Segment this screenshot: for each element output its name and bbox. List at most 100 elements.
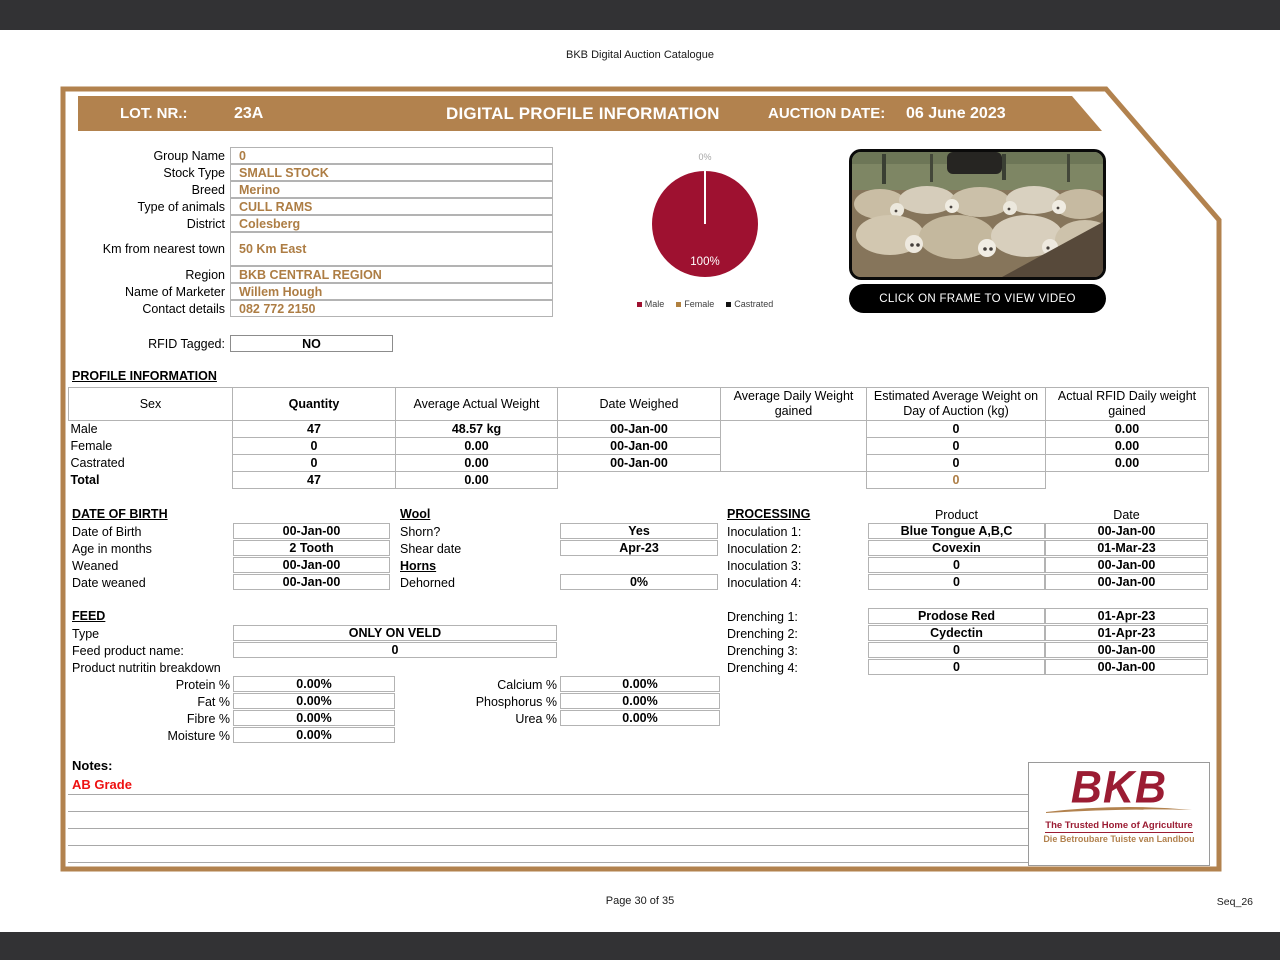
header-sex: Sex — [68, 387, 233, 421]
bkb-logo-text: BKB — [1070, 762, 1168, 814]
nutrient-field: 0.00% — [560, 710, 720, 726]
cell-avg-weight: 0.00 — [395, 437, 558, 455]
drenching-label: Drenching 1: — [727, 610, 798, 624]
nutrient-label: Fat % — [197, 695, 230, 709]
cell-sex: Castrated — [70, 455, 125, 470]
dob-value: 00-Jan-00 — [282, 558, 341, 572]
notes-line — [68, 862, 1208, 863]
lot-number-value: 23A — [234, 105, 264, 122]
inoculation-product: Covexin — [932, 541, 981, 555]
rfid-value: NO — [302, 336, 321, 351]
drenching-date: 01-Apr-23 — [1097, 626, 1156, 640]
drenching-date-field: 01-Apr-23 — [1045, 608, 1208, 624]
nutrient-field: 0.00% — [233, 693, 395, 709]
cell-sex: Total — [70, 472, 100, 487]
inoculation-label: Inoculation 1: — [727, 525, 802, 539]
feed-type-value: ONLY ON VELD — [348, 626, 442, 640]
cell-sex: Male — [70, 421, 98, 436]
cell-rfid-gain: 0.00 — [1045, 454, 1209, 472]
form-row-district: District Colesberg — [72, 215, 558, 232]
notes-line — [68, 811, 1208, 812]
inoculation-date-field: 00-Jan-00 — [1045, 574, 1208, 590]
pie-label-zero: 0% — [698, 152, 711, 162]
cell-daily-gain — [720, 437, 867, 455]
rfid-value-field: NO — [230, 335, 393, 352]
cell-quantity: 47 — [232, 471, 396, 489]
nutrient-label: Phosphorus % — [475, 695, 557, 709]
dob-label: Age in months — [72, 542, 152, 556]
male-swatch-icon — [636, 301, 642, 307]
inoculation-date: 00-Jan-00 — [1097, 524, 1156, 538]
dob-value-field: 2 Tooth — [233, 540, 390, 556]
cell-sex: Female — [70, 438, 113, 453]
cell-est-weight: 0 — [866, 420, 1046, 438]
field-label: District — [186, 216, 225, 231]
view-video-button[interactable]: CLICK ON FRAME TO VIEW VIDEO — [849, 284, 1106, 313]
table-row-total: Total 47 0.00 0 — [69, 471, 1209, 489]
table-header-row: Sex Quantity Average Actual Weight Date … — [68, 387, 1209, 421]
drenching-label: Drenching 2: — [727, 627, 798, 641]
inoculation-product-field: 0 — [868, 574, 1045, 590]
cell-date-weighed — [558, 472, 721, 489]
drenching-product: 0 — [953, 643, 960, 657]
nutrient-value: 0.00% — [296, 694, 332, 708]
auction-date-value: 06 June 2023 — [906, 105, 1006, 122]
shear-date-value: Apr-23 — [619, 541, 659, 555]
top-letterbox-bar — [0, 0, 1280, 30]
document-title: BKB Digital Auction Catalogue — [566, 49, 714, 61]
form-row-km-from-town: Km from nearest town 50 Km East — [72, 232, 558, 266]
legend-label: Female — [684, 299, 715, 309]
drenching-date: 00-Jan-00 — [1097, 660, 1156, 674]
inoculation-label: Inoculation 4: — [727, 576, 802, 590]
nutrient-value: 0.00% — [622, 694, 658, 708]
header-rfid-gain: Actual RFID Daily weight gained — [1045, 387, 1209, 421]
field-value: SMALL STOCK — [239, 165, 329, 180]
processing-title: PROCESSING — [727, 507, 811, 521]
lot-header-band: LOT. NR.: 23A DIGITAL PROFILE INFORMATIO… — [78, 96, 1102, 131]
field-label: Km from nearest town — [102, 242, 225, 256]
legend-label: Castrated — [734, 299, 774, 309]
nutrient-field: 0.00% — [560, 693, 720, 709]
contact-details-field: 082 772 2150 — [230, 300, 553, 317]
cell-avg-weight: 48.57 kg — [395, 420, 558, 438]
logo-tagline-af: Die Betroubare Tuiste van Landbou — [1043, 834, 1195, 844]
cell-date-weighed: 00-Jan-00 — [557, 437, 721, 455]
cell-est-weight: 0 — [866, 454, 1046, 472]
lot-number-label: LOT. NR.: — [120, 105, 188, 122]
inoculation-product: 0 — [953, 575, 960, 589]
lot-photo[interactable] — [849, 149, 1106, 280]
notes-value: AB Grade — [72, 777, 132, 792]
nutrient-field: 0.00% — [233, 710, 395, 726]
drenching-date-field: 00-Jan-00 — [1045, 659, 1208, 675]
dob-label: Date weaned — [72, 576, 146, 590]
lot-details-form: Group Name 0 Stock Type SMALL STOCK Bree… — [72, 147, 558, 317]
nutrient-value: 0.00% — [296, 677, 332, 691]
dehorned-value: 0% — [629, 575, 649, 589]
date-header: Date — [1113, 508, 1140, 522]
shear-date-field: Apr-23 — [560, 540, 718, 556]
page-frame-border — [60, 86, 1222, 872]
table-row-male: Male 47 48.57 kg 00-Jan-00 0 0.00 — [69, 420, 1209, 438]
sheep-flock-illustration — [852, 152, 1103, 277]
cell-rfid-gain: 0.00 — [1045, 420, 1209, 438]
field-label: Group Name — [153, 148, 225, 163]
header-avg-weight: Average Actual Weight — [395, 387, 558, 421]
field-value: Willem Hough — [239, 284, 323, 299]
feed-type-field: ONLY ON VELD — [233, 625, 557, 641]
horns-title: Horns — [400, 559, 437, 573]
field-value: Colesberg — [239, 216, 301, 231]
drenching-date-field: 00-Jan-00 — [1045, 642, 1208, 658]
cell-quantity: 47 — [232, 420, 396, 438]
inoculation-product: 0 — [953, 558, 960, 572]
cell-quantity: 0 — [232, 437, 396, 455]
drenching-product: Cydectin — [930, 626, 983, 640]
field-value: 082 772 2150 — [239, 301, 316, 316]
form-row-type-of-animals: Type of animals CULL RAMS — [72, 198, 558, 215]
header-date-weighed: Date Weighed — [557, 387, 721, 421]
nutrient-field: 0.00% — [560, 676, 720, 692]
drenching-label: Drenching 3: — [727, 644, 798, 658]
nutrient-label: Urea % — [515, 712, 557, 726]
dob-value: 2 Tooth — [289, 541, 334, 555]
marketer-field: Willem Hough — [230, 283, 553, 300]
